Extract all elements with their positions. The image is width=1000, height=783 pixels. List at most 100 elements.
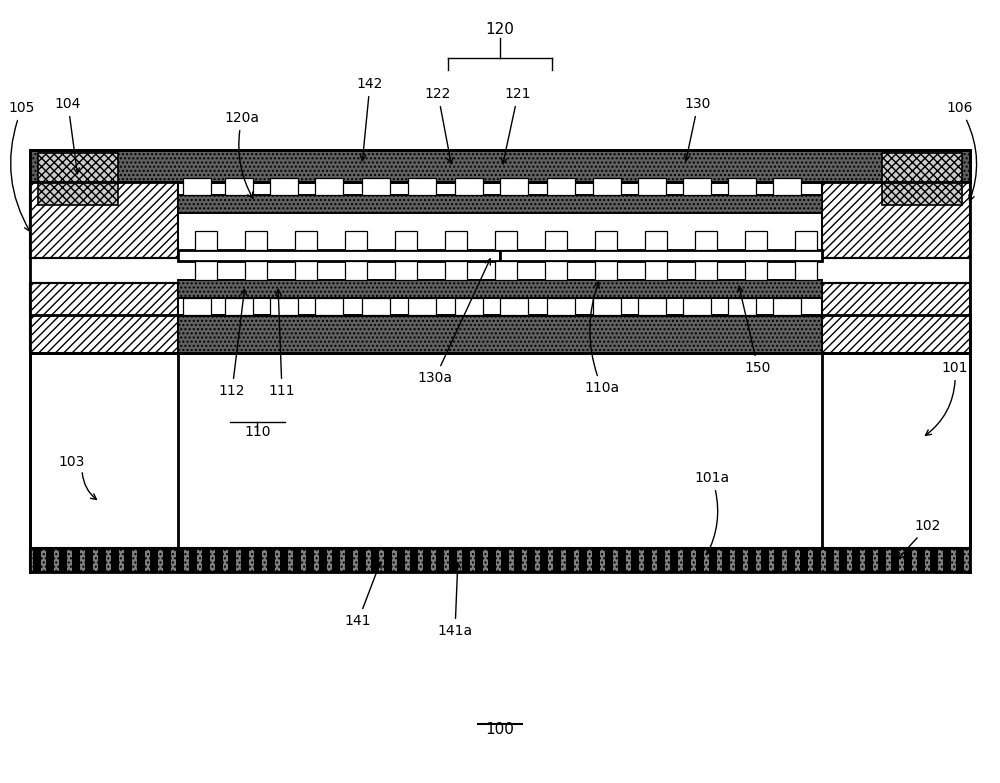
Bar: [882, 153, 962, 205]
Bar: [917, 549, 925, 571]
Bar: [605, 549, 613, 571]
Bar: [773, 178, 801, 195]
Text: 103: 103: [59, 455, 85, 469]
Bar: [638, 178, 666, 195]
Bar: [111, 549, 119, 571]
Text: 120a: 120a: [224, 111, 260, 198]
Bar: [593, 298, 621, 315]
Bar: [72, 549, 80, 571]
Bar: [527, 549, 535, 571]
Bar: [514, 549, 522, 571]
Bar: [540, 549, 548, 571]
Text: 142: 142: [357, 77, 383, 161]
Bar: [345, 261, 367, 280]
Bar: [445, 261, 467, 280]
Bar: [501, 549, 509, 571]
Bar: [822, 283, 970, 353]
Bar: [395, 231, 417, 250]
Bar: [553, 549, 561, 571]
Bar: [254, 549, 262, 571]
Bar: [795, 231, 817, 250]
Bar: [423, 549, 431, 571]
Bar: [315, 178, 343, 195]
Text: 110: 110: [245, 425, 271, 439]
Bar: [865, 549, 873, 571]
Bar: [773, 298, 801, 315]
Bar: [645, 231, 667, 250]
Bar: [475, 549, 483, 571]
Bar: [683, 178, 711, 195]
Bar: [225, 178, 253, 195]
Bar: [371, 549, 379, 571]
Bar: [306, 549, 314, 571]
Bar: [709, 549, 717, 571]
Bar: [748, 549, 756, 571]
Text: 106: 106: [947, 101, 977, 201]
Bar: [547, 178, 575, 195]
Bar: [695, 261, 717, 280]
Bar: [728, 298, 756, 315]
Bar: [657, 549, 665, 571]
Bar: [30, 150, 970, 182]
Bar: [358, 549, 366, 571]
Bar: [436, 549, 444, 571]
Text: 100: 100: [486, 723, 514, 738]
Bar: [826, 549, 834, 571]
Bar: [500, 298, 528, 315]
Bar: [30, 283, 178, 353]
Bar: [683, 549, 691, 571]
Bar: [410, 549, 418, 571]
Text: 130: 130: [684, 97, 711, 161]
Text: 120: 120: [486, 23, 514, 38]
Bar: [638, 298, 666, 315]
Bar: [488, 549, 496, 571]
Bar: [800, 549, 808, 571]
Text: 110a: 110a: [584, 282, 620, 395]
Bar: [822, 353, 970, 548]
Bar: [245, 231, 267, 250]
Bar: [270, 298, 298, 315]
Bar: [124, 549, 132, 571]
Text: 101: 101: [925, 361, 968, 435]
Bar: [645, 261, 667, 280]
Bar: [449, 549, 457, 571]
Bar: [722, 549, 730, 571]
Bar: [878, 549, 886, 571]
Text: 141: 141: [345, 562, 381, 628]
Text: 122: 122: [425, 87, 453, 164]
Text: 102: 102: [898, 519, 941, 559]
Bar: [315, 298, 343, 315]
Text: 104: 104: [55, 97, 81, 174]
Bar: [670, 549, 678, 571]
Bar: [930, 549, 938, 571]
Bar: [202, 549, 210, 571]
Bar: [943, 549, 951, 571]
Bar: [30, 182, 178, 258]
Bar: [593, 178, 621, 195]
Text: 112: 112: [219, 289, 247, 398]
Bar: [595, 231, 617, 250]
Bar: [189, 549, 197, 571]
Bar: [362, 298, 390, 315]
Bar: [644, 549, 652, 571]
Bar: [397, 549, 405, 571]
Bar: [695, 231, 717, 250]
Bar: [362, 178, 390, 195]
Bar: [98, 549, 106, 571]
Bar: [500, 178, 528, 195]
Bar: [445, 231, 467, 250]
Bar: [241, 549, 249, 571]
Bar: [295, 261, 317, 280]
Bar: [500, 250, 822, 261]
Bar: [345, 549, 353, 571]
Bar: [595, 261, 617, 280]
Bar: [38, 153, 118, 205]
Bar: [631, 549, 639, 571]
Bar: [176, 549, 184, 571]
Bar: [293, 549, 301, 571]
Text: 101a: 101a: [694, 471, 730, 554]
Bar: [280, 549, 288, 571]
Bar: [215, 549, 223, 571]
Bar: [822, 182, 970, 258]
Text: 121: 121: [501, 87, 531, 164]
